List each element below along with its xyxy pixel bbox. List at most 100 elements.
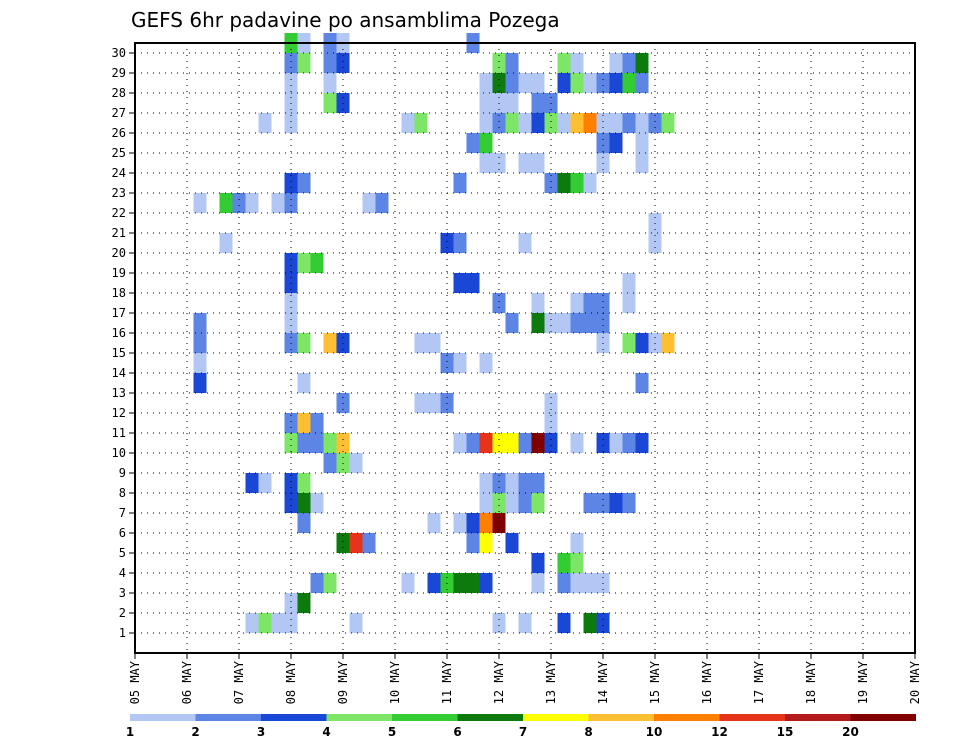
heatmap-cells bbox=[193, 33, 675, 633]
legend-label: 7 bbox=[519, 725, 527, 739]
y-tick-label: 5 bbox=[119, 546, 126, 560]
heatmap-cell bbox=[570, 53, 584, 73]
heatmap-cell bbox=[297, 593, 311, 613]
y-tick-label: 25 bbox=[112, 146, 126, 160]
heatmap-cell bbox=[284, 73, 298, 93]
heatmap-cell bbox=[297, 413, 311, 433]
x-tick-label: 13 MAY bbox=[544, 660, 558, 704]
heatmap-cell bbox=[479, 153, 493, 173]
heatmap-cell bbox=[531, 553, 545, 573]
heatmap-cell bbox=[297, 253, 311, 273]
heatmap-cell bbox=[193, 373, 207, 393]
heatmap-cell bbox=[583, 613, 597, 633]
heatmap-cell bbox=[622, 293, 636, 313]
heatmap-cell bbox=[609, 493, 623, 513]
x-tick-label: 06 MAY bbox=[180, 660, 194, 704]
legend-swatch bbox=[457, 714, 523, 721]
heatmap-cell bbox=[583, 573, 597, 593]
heatmap-cell bbox=[583, 73, 597, 93]
heatmap-cell bbox=[310, 433, 324, 453]
heatmap-cell bbox=[427, 513, 441, 533]
x-tick-label: 19 MAY bbox=[856, 660, 870, 704]
heatmap-cell bbox=[570, 293, 584, 313]
heatmap-cell bbox=[466, 573, 480, 593]
heatmap-cell bbox=[466, 433, 480, 453]
heatmap-cell bbox=[284, 413, 298, 433]
y-tick-label: 14 bbox=[112, 366, 126, 380]
y-tick-label: 9 bbox=[119, 466, 126, 480]
heatmap-cell bbox=[544, 313, 558, 333]
heatmap-cell bbox=[596, 133, 610, 153]
heatmap-cell bbox=[323, 573, 337, 593]
y-tick-label: 22 bbox=[112, 206, 126, 220]
heatmap-cell bbox=[349, 453, 363, 473]
heatmap-cell bbox=[518, 113, 532, 133]
heatmap-cell bbox=[245, 473, 259, 493]
heatmap-cell bbox=[479, 93, 493, 113]
x-tick-label: 11 MAY bbox=[440, 660, 454, 704]
heatmap-cell bbox=[557, 113, 571, 133]
heatmap-cell bbox=[596, 73, 610, 93]
heatmap-cell bbox=[609, 73, 623, 93]
heatmap-cell bbox=[362, 533, 376, 553]
heatmap-cell bbox=[531, 433, 545, 453]
y-tick-label: 20 bbox=[112, 246, 126, 260]
heatmap-cell bbox=[479, 113, 493, 133]
heatmap-cell bbox=[479, 533, 493, 553]
heatmap-cell bbox=[635, 153, 649, 173]
heatmap-cell bbox=[622, 273, 636, 293]
y-tick-label: 1 bbox=[119, 626, 126, 640]
heatmap-cell bbox=[570, 553, 584, 573]
x-tick-label: 08 MAY bbox=[284, 660, 298, 704]
heatmap-cell bbox=[505, 53, 519, 73]
y-tick-label: 15 bbox=[112, 346, 126, 360]
heatmap-cell bbox=[492, 113, 506, 133]
heatmap-cell bbox=[531, 113, 545, 133]
y-tick-label: 12 bbox=[112, 406, 126, 420]
heatmap-cell bbox=[557, 73, 571, 93]
heatmap-cell bbox=[284, 313, 298, 333]
heatmap-cell bbox=[375, 193, 389, 213]
heatmap-cell bbox=[245, 613, 259, 633]
y-tick-label: 27 bbox=[112, 106, 126, 120]
heatmap-cell bbox=[271, 613, 285, 633]
heatmap-cell bbox=[323, 433, 337, 453]
heatmap-cell bbox=[323, 333, 337, 353]
y-tick-label: 7 bbox=[119, 506, 126, 520]
color-legend: 1 2 3 4 5 6 7 8 10 12 15 20 bbox=[126, 714, 916, 739]
heatmap-cell bbox=[271, 193, 285, 213]
heatmap-cell bbox=[570, 433, 584, 453]
heatmap-cell bbox=[557, 173, 571, 193]
heatmap-cell bbox=[622, 113, 636, 133]
heatmap-cell bbox=[622, 333, 636, 353]
heatmap-cell bbox=[479, 493, 493, 513]
heatmap-cell bbox=[336, 53, 350, 73]
heatmap-cell bbox=[284, 613, 298, 633]
heatmap-cell bbox=[284, 593, 298, 613]
heatmap-cell bbox=[492, 293, 506, 313]
legend-label: 10 bbox=[646, 725, 663, 739]
heatmap-cell bbox=[635, 113, 649, 133]
heatmap-cell bbox=[648, 113, 662, 133]
y-tick-label: 13 bbox=[112, 386, 126, 400]
y-tick-label: 11 bbox=[112, 426, 126, 440]
heatmap-cell bbox=[453, 273, 467, 293]
heatmap-cell bbox=[583, 173, 597, 193]
heatmap-cell bbox=[284, 173, 298, 193]
y-tick-label: 17 bbox=[112, 306, 126, 320]
heatmap-cell bbox=[479, 573, 493, 593]
heatmap-cell bbox=[284, 293, 298, 313]
heatmap-cell bbox=[635, 53, 649, 73]
heatmap-cell bbox=[479, 473, 493, 493]
legend-label: 5 bbox=[388, 725, 396, 739]
legend-label: 6 bbox=[453, 725, 461, 739]
heatmap-cell bbox=[401, 113, 415, 133]
x-tick-label: 09 MAY bbox=[336, 660, 350, 704]
legend-label: 20 bbox=[842, 725, 859, 739]
heatmap-cell bbox=[284, 193, 298, 213]
x-axis-ticks: 05 MAY 06 MAY 07 MAY 08 MAY 09 MAY 10 MAY 11 M… bbox=[128, 653, 922, 704]
legend-swatch bbox=[719, 714, 785, 721]
heatmap-cell bbox=[284, 433, 298, 453]
heatmap-cell bbox=[193, 313, 207, 333]
legend-swatch bbox=[523, 714, 589, 721]
